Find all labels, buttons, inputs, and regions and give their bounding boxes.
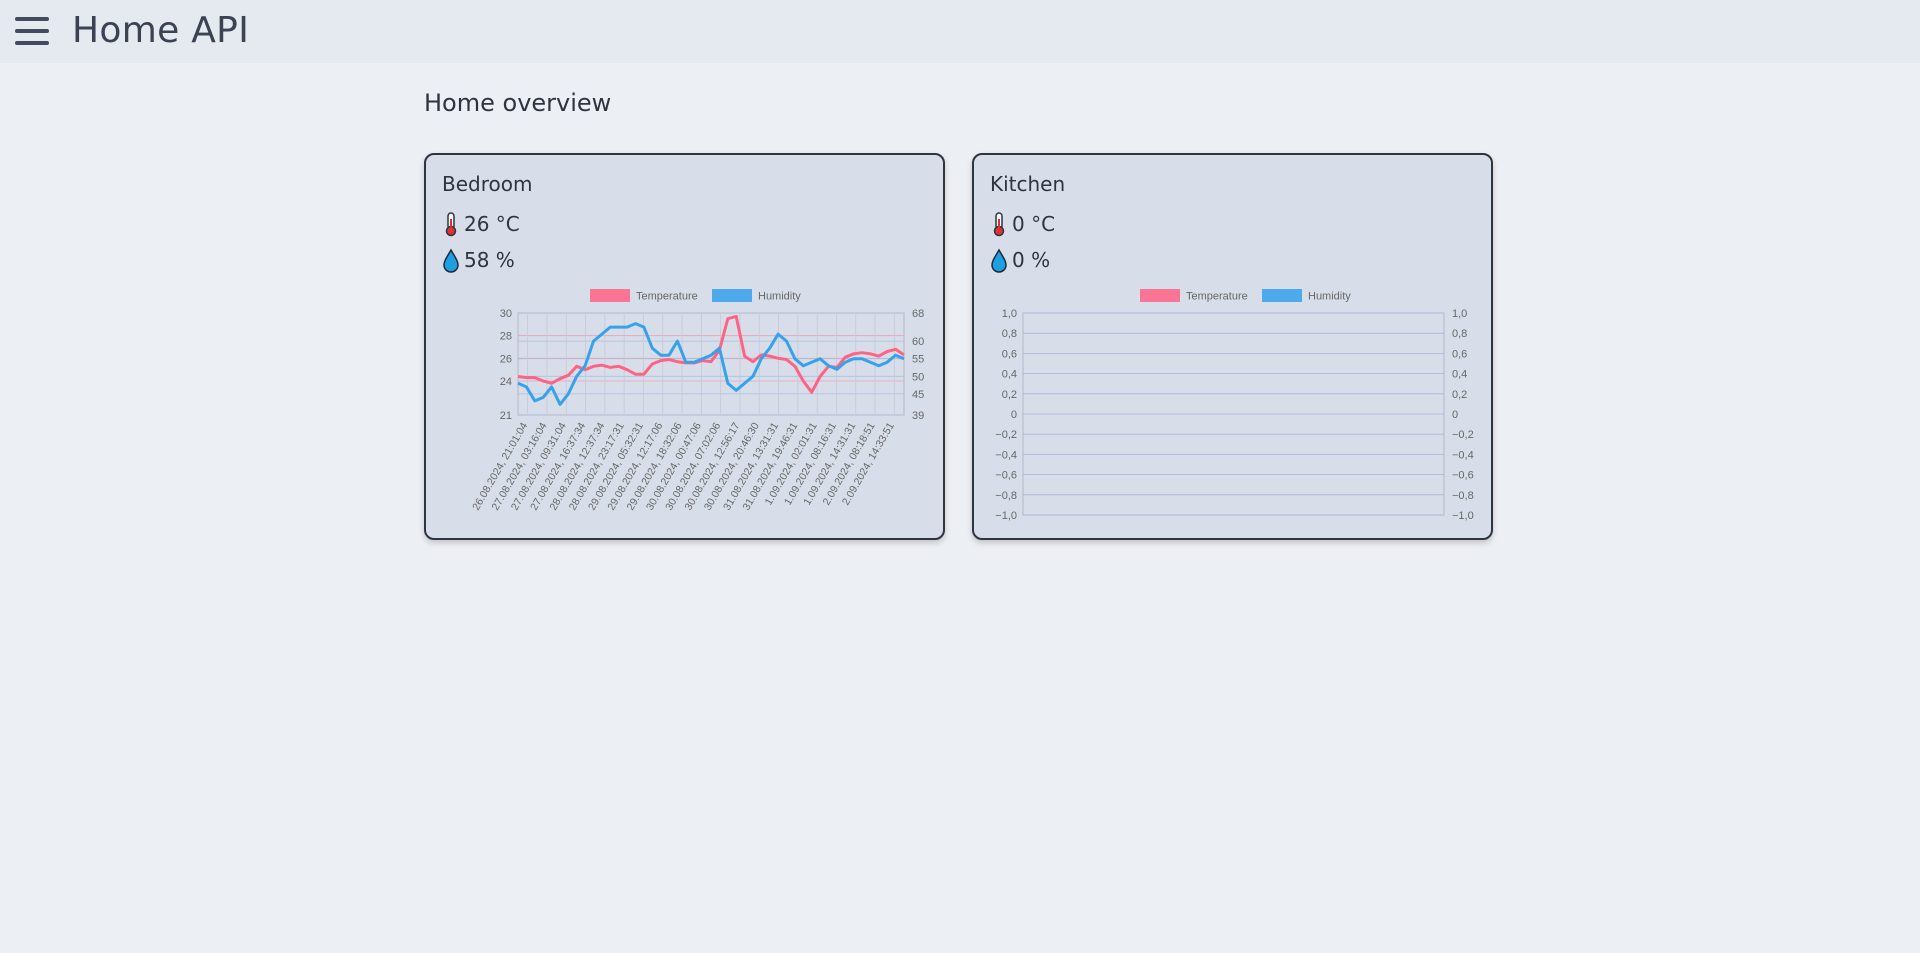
temperature-value: 26 °C: [464, 212, 520, 236]
y-left-tick-label: −0,2: [995, 429, 1017, 441]
humidity-value: 0 %: [1012, 248, 1051, 272]
bedroom-chart: Temperature Humidity 30 28 26 24 21 68 60 55 50 45 3…: [470, 289, 924, 512]
y-left-tick-label: −1,0: [995, 510, 1017, 522]
top-bar: Home API: [0, 0, 1920, 63]
legend-swatch-temperature: [590, 289, 630, 302]
y-right-tick-label: 60: [912, 336, 924, 348]
thermometer-icon: [445, 212, 457, 237]
humidity-reading: 58 %: [442, 247, 515, 273]
y-right-tick-label: −1,0: [1452, 510, 1474, 522]
y-right-tick-label: 50: [912, 371, 924, 383]
y-left-tick-label: 21: [500, 410, 512, 422]
water-drop-icon: [443, 248, 459, 273]
y-right-tick-label: −0,8: [1452, 490, 1474, 502]
temperature-reading: 0 °C: [990, 211, 1055, 237]
room-card-bedroom: Bedroom 26 °C 58 % Temperature Humidity 30…: [424, 153, 945, 540]
app-title: Home API: [72, 10, 250, 51]
room-card-kitchen: Kitchen 0 °C 0 % Temperature Humidity 1,0 0…: [972, 153, 1493, 540]
water-drop-icon: [991, 248, 1007, 273]
y-right-tick-label: 45: [912, 389, 924, 401]
y-left-tick-label: −0,4: [995, 449, 1017, 461]
y-left-tick-label: 26: [500, 353, 512, 365]
y-right-tick-label: 39: [912, 410, 924, 422]
y-right-tick-label: 0,8: [1452, 328, 1467, 340]
y-left-tick-label: 30: [500, 308, 512, 320]
y-right-tick-label: −0,6: [1452, 470, 1474, 482]
y-left-tick-label: 0,6: [1002, 348, 1017, 360]
page-title: Home overview: [424, 89, 612, 117]
y-right-tick-label: 1,0: [1452, 308, 1467, 320]
y-left-tick-label: 24: [500, 376, 512, 388]
kitchen-chart: Temperature Humidity 1,0 0,8 0,6 0,4 0,2 0 −0,2 −…: [995, 289, 1474, 522]
y-right-tick-label: 55: [912, 354, 924, 366]
legend-label-humidity: Humidity: [758, 291, 801, 303]
y-left-tick-label: 28: [500, 331, 512, 343]
thermometer-icon: [993, 212, 1005, 237]
y-right-tick-label: 68: [912, 308, 924, 320]
temperature-value: 0 °C: [1012, 212, 1056, 236]
y-left-tick-label: −0,8: [995, 490, 1017, 502]
legend-swatch-humidity: [712, 289, 752, 302]
y-left-tick-label: 0,8: [1002, 328, 1017, 340]
y-right-tick-label: 0,2: [1452, 389, 1467, 401]
room-name: Kitchen: [990, 172, 1066, 196]
y-left-tick-label: 0,2: [1002, 389, 1017, 401]
y-right-tick-label: −0,2: [1452, 429, 1474, 441]
y-right-tick-label: 0: [1452, 409, 1458, 421]
legend-label-humidity: Humidity: [1308, 291, 1351, 303]
y-left-tick-label: 0: [1011, 409, 1017, 421]
temperature-reading: 26 °C: [442, 211, 520, 237]
room-name: Bedroom: [442, 172, 533, 196]
y-left-tick-label: 1,0: [1002, 308, 1017, 320]
y-right-tick-label: 0,6: [1452, 348, 1467, 360]
humidity-value: 58 %: [464, 248, 515, 272]
legend-label-temperature: Temperature: [1186, 291, 1248, 303]
humidity-reading: 0 %: [990, 247, 1050, 273]
legend-label-temperature: Temperature: [636, 291, 698, 303]
legend-swatch-temperature: [1140, 289, 1180, 302]
hamburger-menu-icon[interactable]: [15, 15, 49, 47]
legend-swatch-humidity: [1262, 289, 1302, 302]
y-left-tick-label: −0,6: [995, 470, 1017, 482]
y-right-tick-label: 0,4: [1452, 369, 1467, 381]
series-line-humidity: [517, 322, 905, 406]
y-left-tick-label: 0,4: [1002, 369, 1017, 381]
plot-area: [517, 312, 905, 416]
y-right-tick-label: −0,4: [1452, 449, 1474, 461]
